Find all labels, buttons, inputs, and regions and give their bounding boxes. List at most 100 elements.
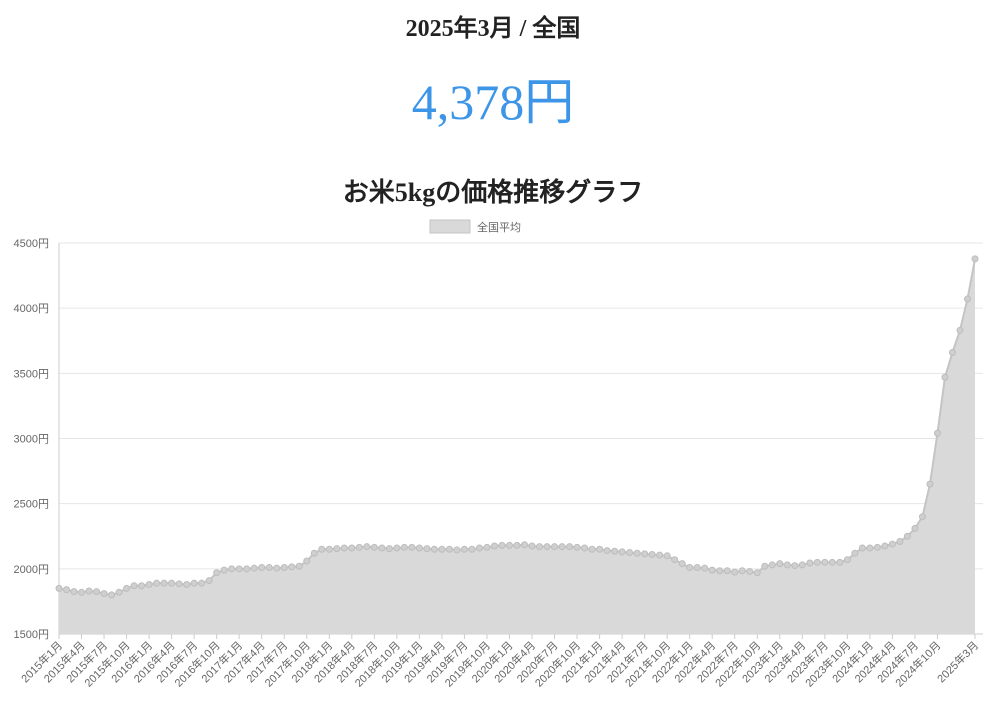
point [130, 582, 138, 590]
point [243, 565, 251, 573]
point [693, 564, 701, 572]
point [731, 568, 739, 576]
point [363, 543, 371, 551]
y-tick-label: 4000円 [14, 303, 49, 315]
point [821, 558, 829, 566]
point [626, 549, 634, 557]
point [153, 579, 161, 587]
point [866, 544, 874, 552]
point [738, 567, 746, 575]
point [400, 543, 408, 551]
point [468, 545, 476, 553]
point [333, 545, 341, 553]
point [325, 545, 333, 553]
point [633, 549, 641, 557]
point [888, 540, 896, 548]
point [753, 569, 761, 577]
point [145, 580, 153, 588]
point [558, 543, 566, 551]
x-tick-label: 2025年3月 [934, 638, 981, 685]
point [528, 542, 536, 550]
point [408, 543, 416, 551]
point [948, 348, 956, 356]
point [926, 480, 934, 488]
point [280, 564, 288, 572]
point [423, 545, 431, 553]
point [108, 591, 116, 599]
legend-label: 全国平均 [477, 220, 521, 234]
point [160, 579, 168, 587]
point [235, 565, 243, 573]
point [100, 590, 108, 598]
point [798, 561, 806, 569]
point [911, 524, 919, 532]
point [761, 562, 769, 570]
point [708, 566, 716, 574]
point [183, 580, 191, 588]
point [228, 565, 236, 573]
point [806, 559, 814, 567]
point [318, 545, 326, 553]
point [723, 567, 731, 575]
point [963, 295, 971, 303]
point [836, 558, 844, 566]
point [213, 569, 221, 577]
point [310, 549, 318, 557]
y-tick-label: 4500円 [14, 238, 49, 250]
point [295, 562, 303, 570]
point [656, 551, 664, 559]
point [746, 567, 754, 575]
y-tick-label: 2500円 [14, 499, 49, 511]
point [858, 544, 866, 552]
point [716, 567, 724, 575]
point [483, 543, 491, 551]
point [896, 537, 904, 545]
point [168, 579, 176, 587]
point [415, 544, 423, 552]
point [573, 543, 581, 551]
point [873, 543, 881, 551]
point [791, 562, 799, 570]
point [385, 545, 393, 553]
point [933, 429, 941, 437]
point [776, 560, 784, 568]
point [941, 373, 949, 381]
point [438, 545, 446, 553]
point [490, 542, 498, 550]
point [956, 326, 964, 334]
legend-swatch [429, 219, 471, 234]
y-tick-label: 1500円 [14, 629, 49, 641]
point [603, 547, 611, 555]
point [581, 544, 589, 552]
point [701, 564, 709, 572]
point [220, 566, 228, 574]
point [355, 543, 363, 551]
point [475, 544, 483, 552]
point [971, 255, 979, 263]
point [505, 541, 513, 549]
point [175, 580, 183, 588]
point [596, 545, 604, 553]
point [813, 558, 821, 566]
point [551, 543, 559, 551]
point [93, 588, 101, 596]
point [768, 561, 776, 569]
point [138, 582, 146, 590]
point [648, 550, 656, 558]
point [663, 552, 671, 560]
point [123, 584, 131, 592]
y-tick-label: 3000円 [14, 434, 49, 446]
point [918, 513, 926, 521]
point [686, 564, 694, 572]
point [63, 586, 71, 594]
point [348, 544, 356, 552]
point [55, 584, 63, 592]
y-tick-label: 2000円 [14, 564, 49, 576]
point [430, 545, 438, 553]
point [513, 541, 521, 549]
point [70, 588, 78, 596]
point [393, 544, 401, 552]
point [851, 549, 859, 557]
point [258, 564, 266, 572]
